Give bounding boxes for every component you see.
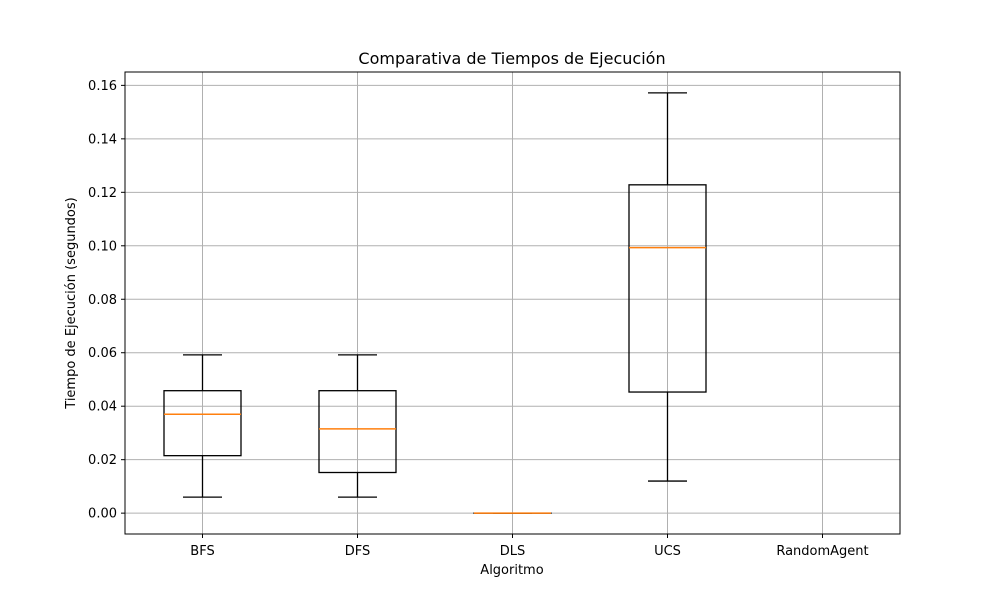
y-tick-label: 0.08 [88, 293, 117, 308]
x-tick-label: DLS [500, 544, 526, 559]
y-tick-label: 0.06 [88, 346, 117, 361]
x-tick-label: DFS [345, 544, 371, 559]
y-tick-label: 0.02 [88, 453, 117, 468]
x-tick-label: BFS [190, 544, 214, 559]
x-axis-ticks: BFS DFS DLS UCS RandomAgent [190, 534, 869, 559]
box-bfs [163, 354, 242, 498]
y-axis-ticks: 0.00 0.02 0.04 0.06 0.08 0.10 0.12 0.14 0.16 [88, 79, 125, 522]
box-body [163, 390, 242, 457]
box-body [318, 390, 397, 474]
y-tick-label: 0.14 [88, 132, 117, 147]
x-tick-label: RandomAgent [776, 544, 868, 559]
box-body [628, 184, 707, 393]
chart-title: Comparativa de Tiempos de Ejecución [358, 49, 665, 68]
y-tick-label: 0.12 [88, 186, 117, 201]
y-tick-label: 0.00 [88, 507, 117, 522]
box-dfs [318, 354, 397, 498]
x-axis-label: Algoritmo [480, 563, 543, 578]
y-tick-label: 0.16 [88, 79, 117, 94]
box-ucs [628, 92, 707, 482]
y-tick-label: 0.10 [88, 239, 117, 254]
x-tick-label: UCS [654, 544, 681, 559]
y-tick-label: 0.04 [88, 400, 117, 415]
y-axis-label: Tiempo de Ejecución (segundos) [64, 197, 79, 409]
box-series [163, 92, 707, 514]
